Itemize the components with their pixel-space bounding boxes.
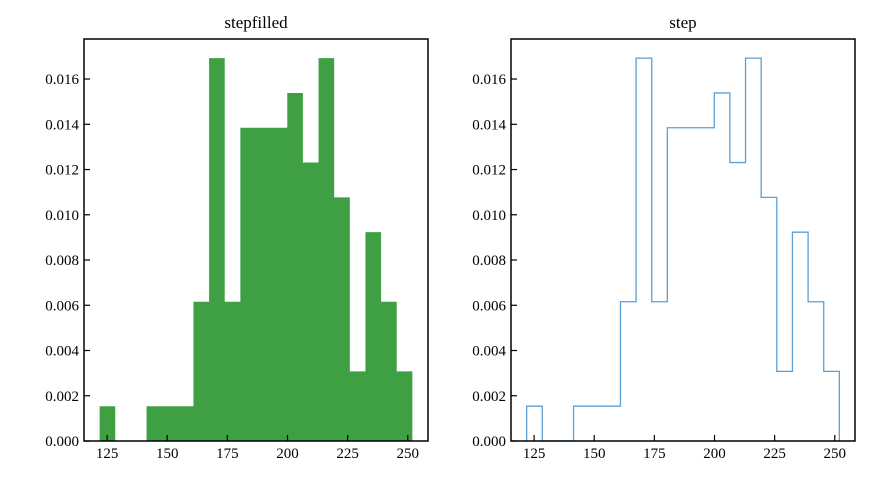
y-tick-label: 0.004 [45,344,79,360]
panel-stepfilled: 125 150 175 200 225 250 0.000 0.002 0.004 0.006 0.… [45,38,429,462]
x-tick-label: 225 [763,446,786,462]
y-tick-label: 0.000 [45,434,79,450]
x-tick-label: 125 [96,446,119,462]
plot-title-stepfilled: stepfilled [224,13,288,32]
y-tick-label: 0.012 [45,163,79,179]
y-tick-label: 0.014 [45,117,79,133]
axes-frame [510,38,856,442]
y-tick-label: 0.016 [45,72,79,88]
y-tick-label: 0.006 [472,298,506,314]
series-step [525,57,841,442]
plot-title-step: step [669,13,696,32]
panel-step: 125 150 175 200 225 250 0.000 0.002 0.004 0.006 0.… [472,38,856,462]
series-stepfilled [99,58,413,441]
y-tick-label: 0.016 [472,72,506,88]
y-tick-label: 0.002 [45,389,79,405]
x-tick-label: 200 [703,446,726,462]
y-tick-label: 0.012 [472,163,506,179]
y-tick-label: 0.010 [472,208,506,224]
y-tick-label: 0.002 [472,389,506,405]
y-tick-label: 0.000 [472,434,506,450]
x-tick-label: 225 [336,446,359,462]
x-tick-label: 175 [643,446,666,462]
x-tick-label: 250 [397,446,420,462]
y-tick-label: 0.014 [472,117,506,133]
y-tick-label: 0.008 [472,253,506,269]
axes-frame [83,38,429,442]
x-tick-label: 200 [276,446,299,462]
y-tick-label: 0.004 [472,344,506,360]
x-tick-label: 125 [523,446,546,462]
x-tick-label: 150 [583,446,606,462]
y-tick-label: 0.008 [45,253,79,269]
x-tick-label: 175 [216,446,239,462]
x-tick-label: 250 [824,446,847,462]
y-tick-label: 0.010 [45,208,79,224]
x-tick-label: 150 [156,446,179,462]
y-tick-label: 0.006 [45,298,79,314]
